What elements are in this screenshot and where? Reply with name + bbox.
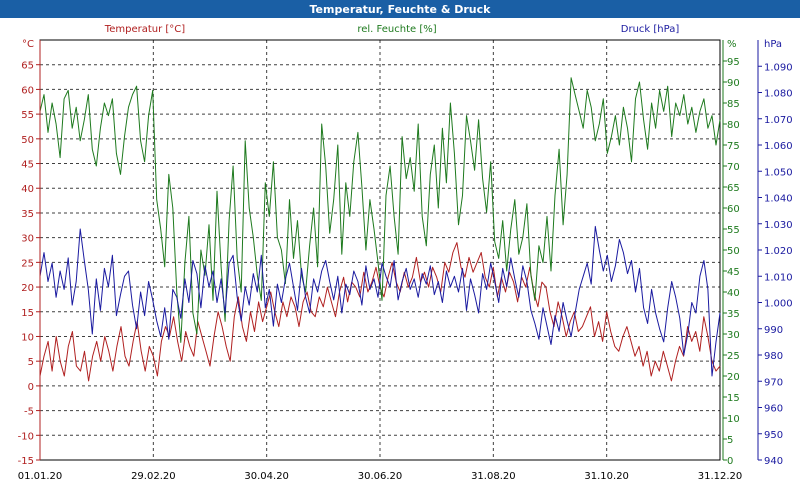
humidity-tick-label: 75 bbox=[727, 141, 740, 152]
pressure-tick-label: 1.070 bbox=[764, 115, 793, 126]
humidity-tick-label: 15 bbox=[727, 393, 740, 404]
temperature-tick-label: 5 bbox=[28, 357, 34, 368]
temperature-series-line bbox=[39, 242, 721, 382]
temperature-tick-label: 0 bbox=[28, 382, 34, 393]
x-tick-label: 31.12.20 bbox=[698, 471, 743, 482]
temperature-tick-label: -10 bbox=[18, 431, 34, 442]
temperature-tick-label: 15 bbox=[21, 308, 34, 319]
pressure-tick-label: 980 bbox=[764, 351, 783, 362]
temperature-tick-label: -15 bbox=[18, 456, 34, 467]
humidity-tick-label: 25 bbox=[727, 351, 740, 362]
humidity-tick-label: 40 bbox=[727, 288, 740, 299]
temperature-tick-label: 30 bbox=[21, 234, 34, 245]
humidity-series-label: rel. Feuchte [%] bbox=[357, 24, 436, 35]
x-tick-label: 30.06.20 bbox=[358, 471, 403, 482]
temperature-tick-label: 45 bbox=[21, 160, 34, 171]
x-tick-label: 01.01.20 bbox=[18, 471, 63, 482]
temperature-tick-label: 20 bbox=[21, 283, 34, 294]
pressure-tick-label: 1.020 bbox=[764, 246, 793, 257]
humidity-tick-label: 0 bbox=[727, 456, 733, 467]
pressure-tick-label: 1.010 bbox=[764, 272, 793, 283]
labels-group: 01.01.20 29.02.20 30.04.20 30.06.20 31.08.20… bbox=[18, 24, 793, 482]
pressure-tick-label: 950 bbox=[764, 430, 783, 441]
pressure-tick-label: 1.030 bbox=[764, 220, 793, 231]
humidity-tick-label: 95 bbox=[727, 57, 740, 68]
pressure-tick-label: 1.000 bbox=[764, 299, 793, 310]
humidity-tick-label: 50 bbox=[727, 246, 740, 257]
pressure-tick-label: 970 bbox=[764, 377, 783, 388]
humidity-tick-label: 5 bbox=[727, 435, 733, 446]
humidity-tick-label: 45 bbox=[727, 267, 740, 278]
pressure-series-label: Druck [hPa] bbox=[621, 24, 680, 35]
temperature-tick-label: -5 bbox=[24, 407, 34, 418]
window-title: Temperatur, Feuchte & Druck bbox=[0, 0, 800, 18]
humidity-tick-label: 30 bbox=[727, 330, 740, 341]
pressure-series-line bbox=[39, 225, 721, 377]
pressure-tick-label: 990 bbox=[764, 325, 783, 336]
temperature-series-label: Temperatur [°C] bbox=[104, 24, 185, 35]
humidity-tick-label: 70 bbox=[727, 162, 740, 173]
pressure-tick-label: 1.060 bbox=[764, 141, 793, 152]
humidity-tick-label: 55 bbox=[727, 225, 740, 236]
temperature-tick-label: 35 bbox=[21, 209, 34, 220]
pressure-tick-label: 1.050 bbox=[764, 167, 793, 178]
humidity-tick-label: 10 bbox=[727, 414, 740, 425]
pressure-tick-label: 1.080 bbox=[764, 89, 793, 100]
humidity-tick-label: 60 bbox=[727, 204, 740, 215]
axes-group bbox=[36, 40, 762, 461]
temperature-tick-label: 10 bbox=[21, 332, 34, 343]
humidity-tick-label: 80 bbox=[727, 120, 740, 131]
x-tick-label: 30.04.20 bbox=[244, 471, 289, 482]
humidity-tick-label: 20 bbox=[727, 372, 740, 383]
pressure-tick-label: 960 bbox=[764, 404, 783, 415]
temperature-tick-label: 40 bbox=[21, 184, 34, 195]
humidity-unit-label: % bbox=[727, 39, 737, 50]
humidity-tick-label: 35 bbox=[727, 309, 740, 320]
pressure-tick-label: 1.040 bbox=[764, 194, 793, 205]
chart-svg: 01.01.20 29.02.20 30.04.20 30.06.20 31.08.20… bbox=[18, 24, 793, 482]
pressure-tick-label: 1.090 bbox=[764, 62, 793, 73]
humidity-tick-label: 85 bbox=[727, 99, 740, 110]
temperature-tick-label: 65 bbox=[21, 61, 34, 72]
temperature-tick-label: 55 bbox=[21, 110, 34, 121]
temperature-unit-label: °C bbox=[22, 39, 34, 50]
temperature-tick-label: 50 bbox=[21, 135, 34, 146]
x-tick-label: 31.08.20 bbox=[471, 471, 516, 482]
series-group bbox=[39, 77, 721, 382]
humidity-tick-label: 65 bbox=[727, 183, 740, 194]
chart-area: 01.01.20 29.02.20 30.04.20 30.06.20 31.08.20… bbox=[0, 18, 800, 500]
pressure-tick-label: 940 bbox=[764, 456, 783, 467]
pressure-unit-label: hPa bbox=[764, 39, 782, 50]
x-tick-label: 31.10.20 bbox=[584, 471, 629, 482]
temperature-tick-label: 25 bbox=[21, 258, 34, 269]
humidity-tick-label: 90 bbox=[727, 78, 740, 89]
x-tick-label: 29.02.20 bbox=[131, 471, 176, 482]
temperature-tick-label: 60 bbox=[21, 85, 34, 96]
